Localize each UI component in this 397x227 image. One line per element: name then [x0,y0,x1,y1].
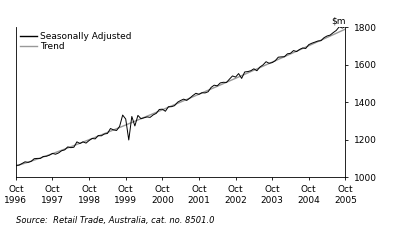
Text: Source:  Retail Trade, Australia, cat. no. 8501.0: Source: Retail Trade, Australia, cat. no… [16,216,214,225]
Text: $m: $m [331,17,345,26]
Legend: Seasonally Adjusted, Trend: Seasonally Adjusted, Trend [20,32,132,51]
